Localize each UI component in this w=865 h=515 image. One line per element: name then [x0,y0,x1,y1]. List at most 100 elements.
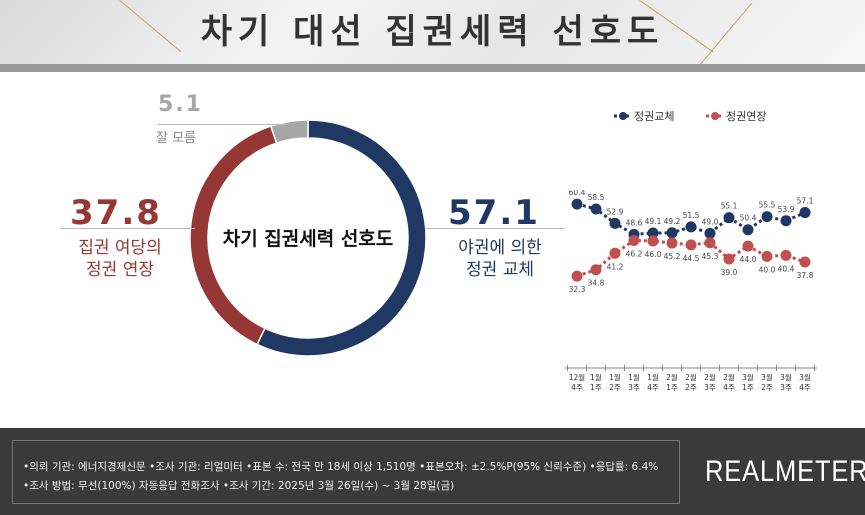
survey-info-line1: •의뢰 기관: 에너지경제신문 •조사 기관: 리얼미터 •표본 수: 전국 만… [23,461,659,473]
x-tick-label-month: 3월 [742,372,754,382]
data-label-change: 49.1 [645,217,662,226]
legend-marker-change [619,112,627,120]
point-extend [761,250,773,262]
donut-chart: 차기 집권세력 선호도 [189,119,427,357]
data-label-change: 49.2 [664,217,681,226]
x-tick-label-week: 3주 [704,383,716,392]
data-label-extend: 32.3 [569,285,586,294]
data-label-extend: 40.0 [759,265,776,274]
change-label-line1: 야권에 의한 [458,238,542,258]
x-tick-label-month: 2월 [666,372,678,382]
point-extend [723,253,735,265]
survey-info-box: •의뢰 기관: 에너지경제신문 •조사 기관: 리얼미터 •표본 수: 전국 만… [12,440,680,504]
point-change [590,203,602,215]
point-extend [571,270,583,282]
point-extend [780,249,792,261]
data-label-change: 48.6 [626,218,643,227]
point-change [780,215,792,227]
x-tick-label-week: 2주 [685,383,697,392]
data-label-change: 58.5 [588,193,605,202]
change-label-line2: 정권 교체 [466,260,534,280]
data-label-extend: 46.0 [645,250,662,259]
x-tick-label-week: 2주 [609,383,621,392]
point-change [761,211,773,223]
x-tick-label-week: 3주 [780,383,792,392]
change-value: 57.1 [448,193,540,233]
data-label-change: 50.4 [740,214,757,223]
data-label-change: 49.0 [702,217,719,226]
x-tick-label-month: 2월 [704,372,716,382]
header-stripe [0,64,865,72]
point-change [742,224,754,236]
point-extend [628,234,640,246]
data-label-change: 52.9 [607,207,624,216]
data-label-extend: 40.4 [778,264,795,273]
point-change [666,227,678,239]
data-label-extend: 37.8 [797,271,814,280]
x-tick-label-week: 4주 [799,383,811,392]
data-label-extend: 34.8 [588,279,605,288]
data-label-change: 57.1 [797,197,814,206]
x-tick-label-week: 1주 [666,383,678,392]
x-tick-label-month: 1월 [647,372,659,382]
data-label-change: 55.1 [721,202,738,211]
leader-line-unknown [158,124,286,125]
x-tick-label-month: 1월 [609,372,621,382]
unknown-label: 잘 모름 [156,131,197,146]
x-tick-label-month: 3월 [761,372,773,382]
point-extend [647,235,659,247]
data-label-change: 55.5 [759,201,776,210]
leader-line-extend [60,228,195,229]
data-label-change: 60.4 [569,190,586,197]
change-label: 야권에 의한 정권 교체 [440,237,560,281]
point-extend [609,247,621,259]
x-tick-label-week: 3주 [628,383,640,392]
data-label-extend: 44.5 [683,254,700,263]
legend-label-change: 정권교체 [634,110,674,123]
x-tick-label-month: 12월 [569,372,586,382]
x-tick-label-week: 1주 [590,383,602,392]
x-tick-label-month: 3월 [780,372,792,382]
legend-label-extend: 정권연장 [726,110,766,123]
data-label-extend: 46.2 [626,249,643,258]
point-change [647,227,659,239]
data-label-extend: 39.0 [721,268,738,277]
point-extend [799,256,811,268]
extend-label: 집권 여당의 정권 연장 [60,237,180,281]
donut-center-label: 차기 집권세력 선호도 [223,228,394,250]
donut-slice-unknown [269,119,309,145]
data-label-extend: 41.2 [607,262,624,271]
point-extend [590,264,602,276]
survey-info-line2: •조사 방법: 무선(100%) 자동응답 전화조사 •조사 기간: 2025년… [23,480,455,492]
point-change [609,217,621,229]
point-change [723,212,735,224]
footer: •의뢰 기관: 에너지경제신문 •조사 기관: 리얼미터 •표본 수: 전국 만… [0,428,865,515]
x-tick-label-month: 1월 [590,372,602,382]
point-change [799,207,811,219]
data-label-extend: 44.0 [740,255,757,264]
point-change [704,227,716,239]
x-tick-label-week: 4주 [571,383,583,392]
leader-line-change [425,228,565,229]
point-extend [704,237,716,249]
point-extend [666,237,678,249]
x-tick-label-month: 3월 [799,372,811,382]
unknown-value: 5.1 [158,92,203,117]
x-tick-label-week: 1주 [742,383,754,392]
x-tick-label-month: 2월 [685,372,697,382]
legend-marker-extend [711,112,719,120]
extend-value: 37.8 [70,193,162,233]
legend: 정권교체 정권연장 [614,110,766,123]
data-label-extend: 45.3 [702,252,719,261]
data-label-change: 53.9 [778,205,795,214]
data-label-extend: 45.2 [664,252,681,261]
x-tick-label-month: 1월 [628,372,640,382]
brand-logo: REALMETER [705,455,865,488]
trend-line-chart: 12월4주1월1주1월2주1월3주1월4주2월1주2월2주2월3주2월4주3월1… [565,190,817,392]
point-extend [685,239,697,251]
header-banner: 차기 대선 집권세력 선호도 [0,0,865,64]
x-tick-label-week: 4주 [723,383,735,392]
x-tick-label-month: 2월 [723,372,735,382]
page-title: 차기 대선 집권세력 선호도 [200,12,665,52]
point-extend [742,240,754,252]
